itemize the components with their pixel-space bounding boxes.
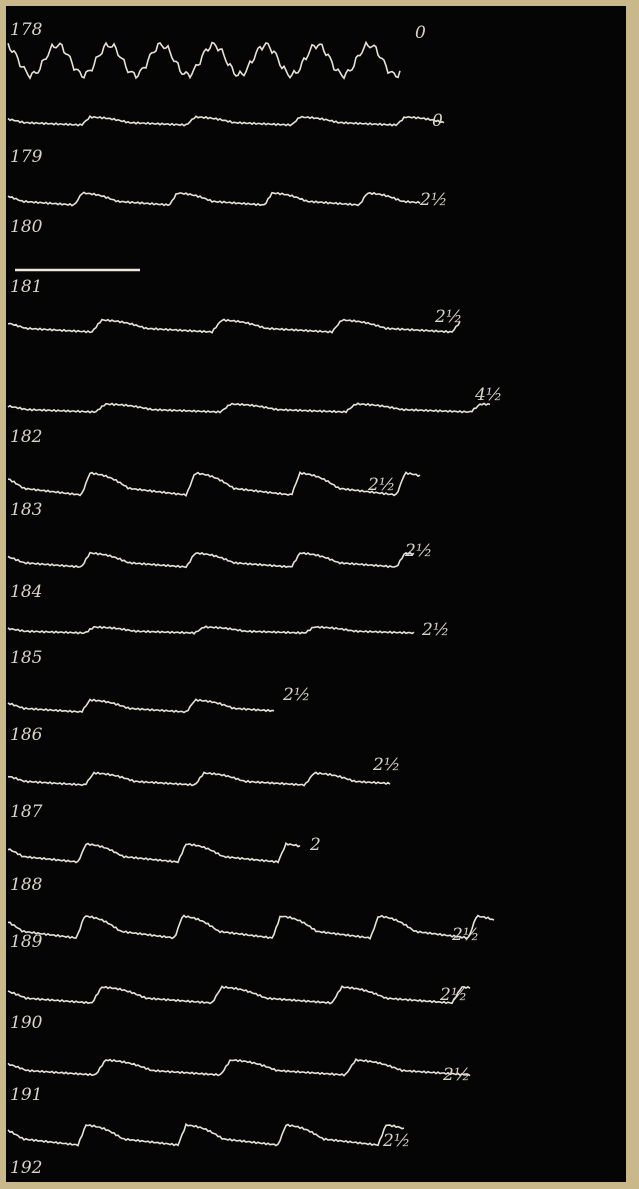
tracing-number: 185 xyxy=(10,648,42,668)
tracing-number: 191 xyxy=(10,1085,42,1105)
tracing-annotation: 2½ xyxy=(442,1065,470,1085)
tracing-number: 192 xyxy=(10,1158,42,1178)
plate-background xyxy=(6,6,626,1182)
tracing-number: 189 xyxy=(10,932,43,952)
tracing-number: 179 xyxy=(10,147,43,167)
tracing-number: 190 xyxy=(10,1013,43,1033)
tracing-annotation: 0 xyxy=(415,23,426,43)
tracing-annotation: 2½ xyxy=(419,190,447,210)
tracing-number: 186 xyxy=(10,725,43,745)
tracing-annotation: 2 xyxy=(309,835,321,855)
tracing-number: 182 xyxy=(10,427,42,447)
tracing-annotation: 2½ xyxy=(434,307,462,327)
tracing-annotation: 2½ xyxy=(382,1131,410,1151)
tracing-number: 187 xyxy=(10,802,43,822)
tracing-number: 184 xyxy=(10,582,42,602)
tracing-annotation: 2½ xyxy=(439,985,467,1005)
tracing-annotation: 2½ xyxy=(404,541,432,561)
tracing-annotation: 4½ xyxy=(474,385,502,405)
tracing-annotation: 2½ xyxy=(451,925,479,945)
page: 178 0 179 0 180 2½ 181 2½ 182 4½ 183 2½ 184 2½ 185 2½ 18… xyxy=(0,0,639,1189)
tracing-annotation: 2½ xyxy=(282,685,310,705)
tracing-number: 183 xyxy=(10,500,42,520)
tracing-annotation: 2½ xyxy=(367,475,395,495)
tracing-annotation: 0 xyxy=(432,111,443,131)
tracing-number: 180 xyxy=(10,217,43,237)
tracing-number: 188 xyxy=(10,875,43,895)
plate: 178 0 179 0 180 2½ 181 2½ 182 4½ 183 2½ 184 2½ 185 2½ 18… xyxy=(0,0,639,1189)
tracing-number: 181 xyxy=(10,277,42,297)
tracing-annotation: 2½ xyxy=(372,755,400,775)
tracing-number: 178 xyxy=(10,20,43,40)
tracing-annotation: 2½ xyxy=(421,620,449,640)
